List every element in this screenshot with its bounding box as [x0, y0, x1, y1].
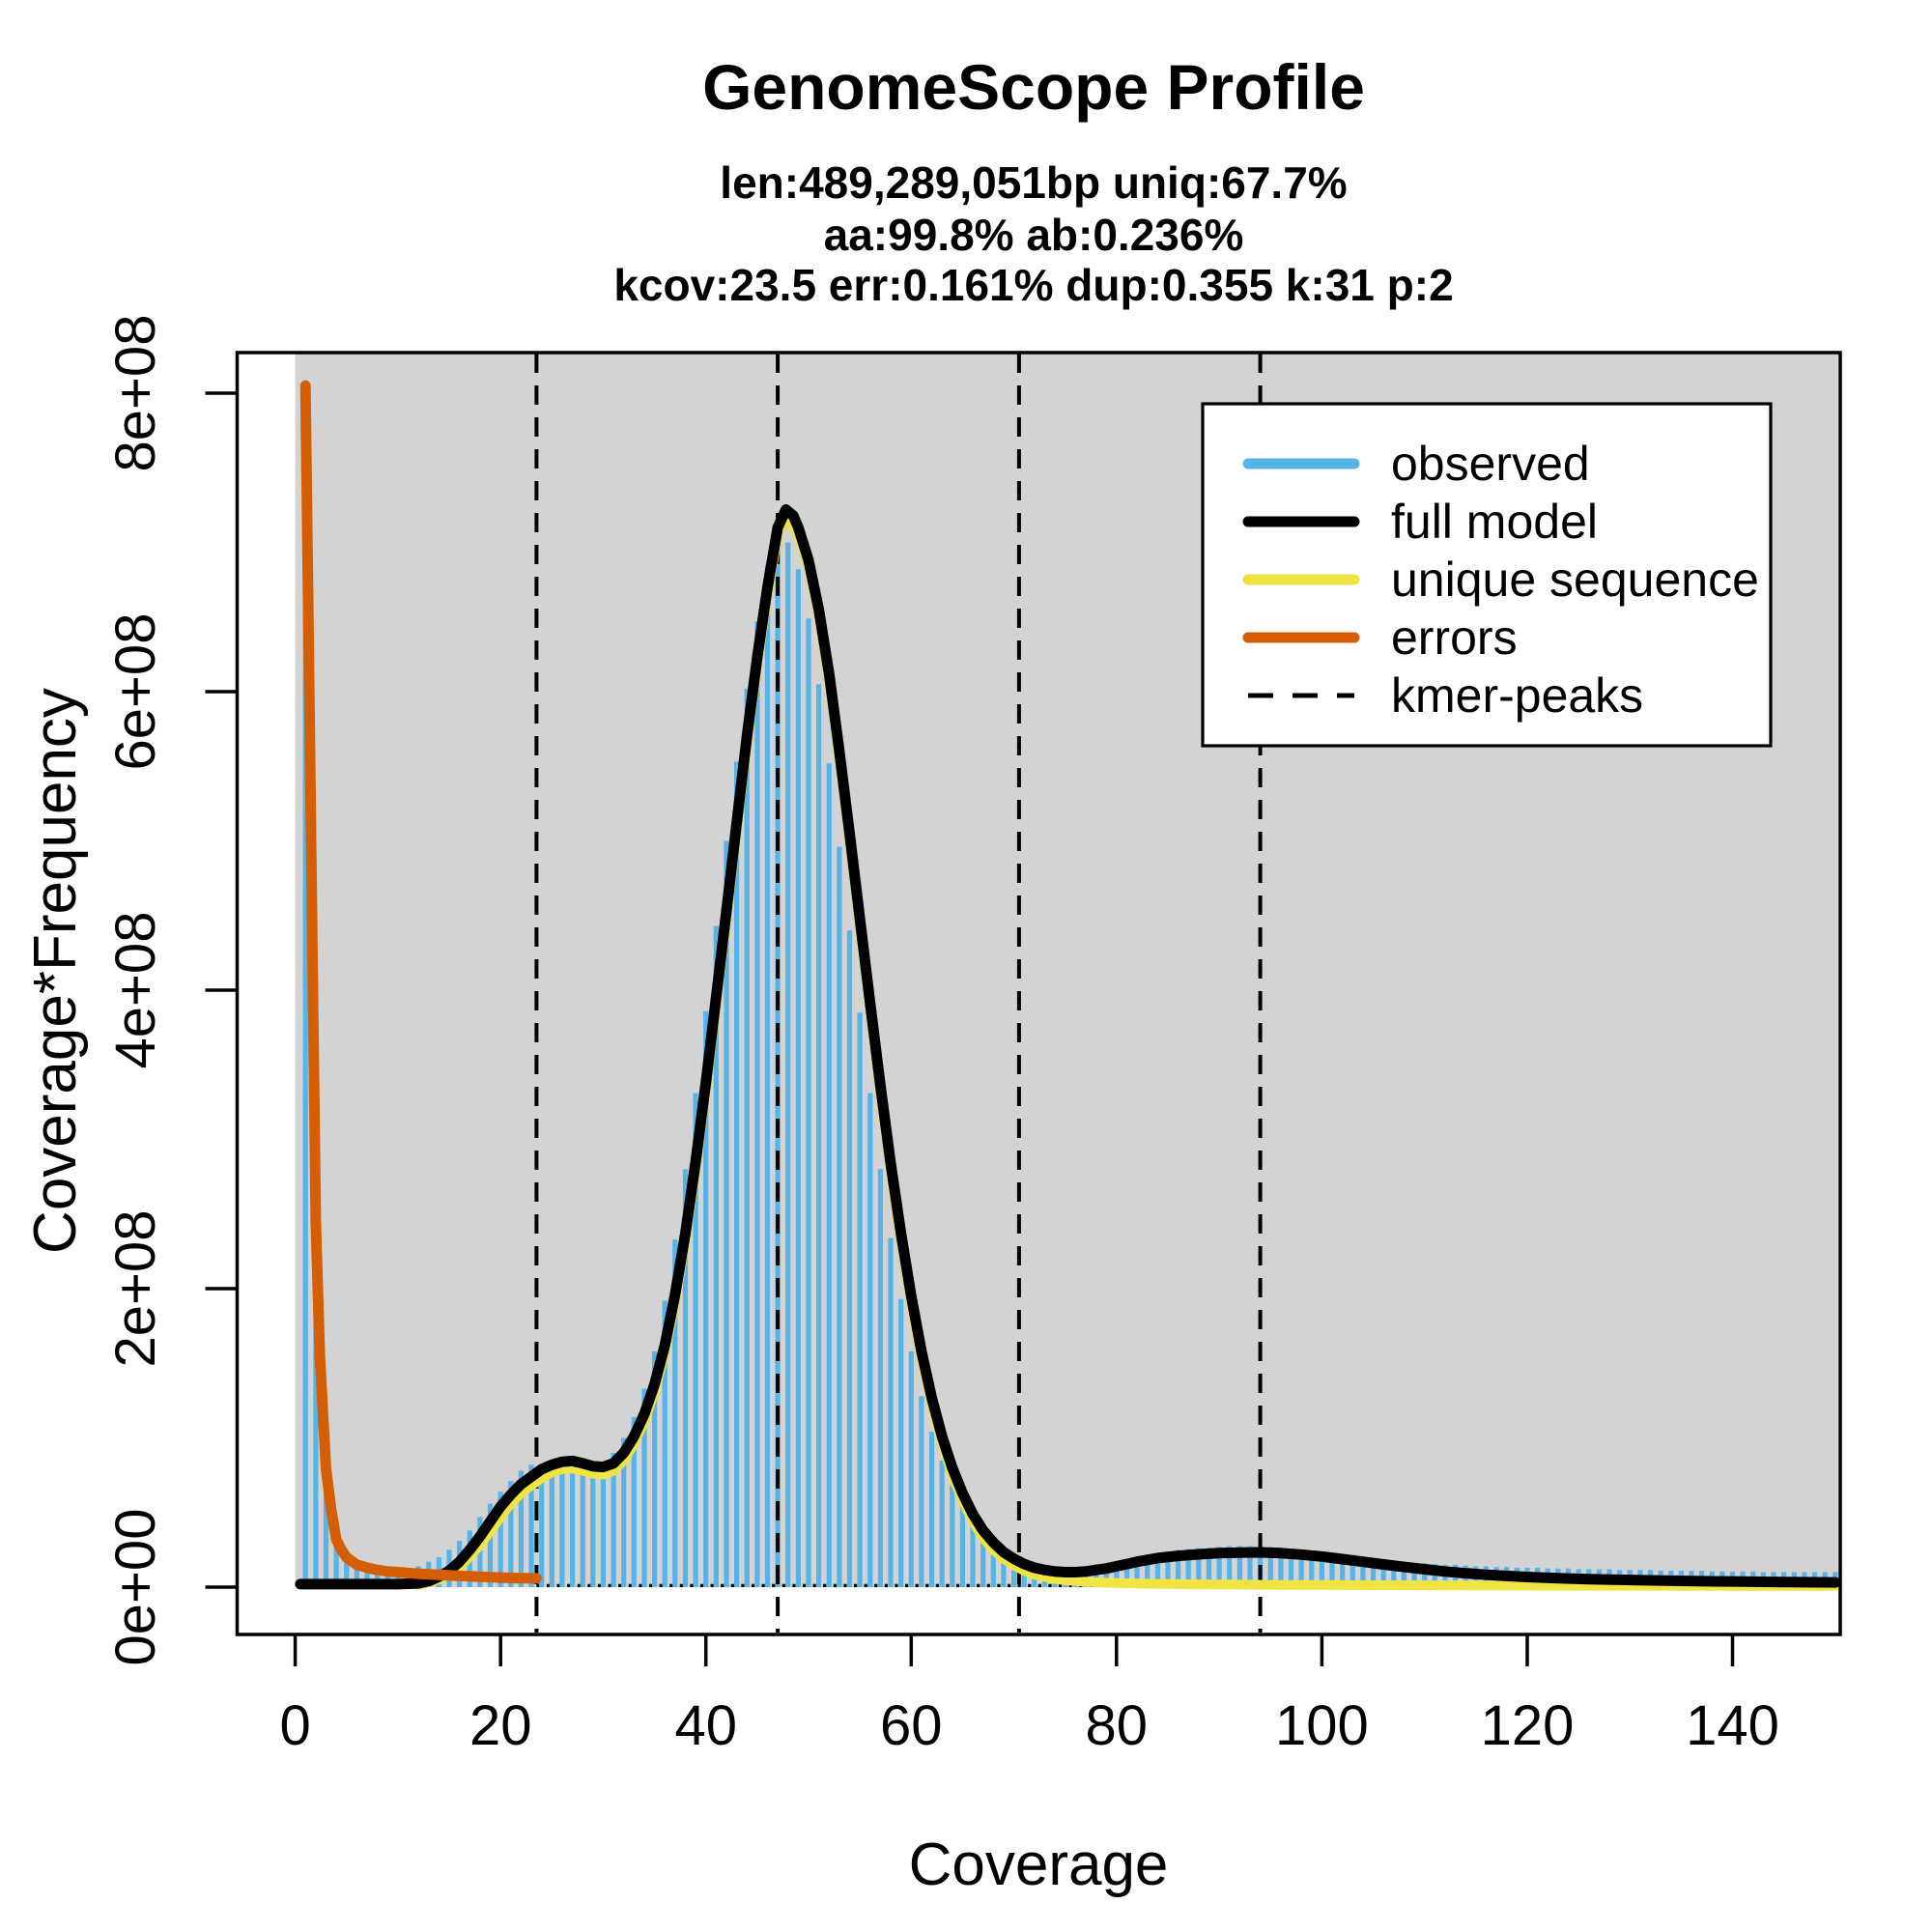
x-axis-label: Coverage — [908, 1832, 1169, 1898]
y-tick-label: 2e+08 — [104, 1210, 167, 1368]
legend-label: full model — [1391, 495, 1598, 549]
plot-border — [235, 351, 1842, 1636]
subtitle-line-3: kcov:23.5 err:0.161% dup:0.355 k:31 p:2 — [613, 260, 1454, 310]
x-tick-label: 60 — [880, 1694, 943, 1757]
y-tick-label: 0e+00 — [104, 1509, 167, 1666]
x-tick-label: 100 — [1275, 1694, 1369, 1757]
y-tick-label: 8e+08 — [104, 315, 167, 472]
x-tick-label: 140 — [1686, 1694, 1779, 1757]
subtitle-line-2: aa:99.8% ab:0.236% — [823, 210, 1244, 260]
legend-label: observed — [1391, 437, 1590, 491]
x-tick-label: 80 — [1086, 1694, 1149, 1757]
full-model-curve — [295, 504, 1841, 1590]
x-tick-label: 40 — [674, 1694, 737, 1757]
x-tick-label: 120 — [1481, 1694, 1575, 1757]
x-tick-label: 20 — [469, 1694, 532, 1757]
y-axis-label: Coverage*Frequency — [22, 688, 89, 1254]
chart-title: GenomeScope Profile — [702, 51, 1365, 123]
x-tick-label: 0 — [279, 1694, 310, 1757]
legend-label: unique sequence — [1391, 553, 1759, 607]
errors-curve — [299, 380, 542, 1584]
legend-label: errors — [1391, 611, 1518, 665]
legend-label: kmer-peaks — [1391, 668, 1643, 723]
subtitle-line-1: len:489,289,051bp uniq:67.7% — [720, 157, 1348, 208]
y-tick-label: 4e+08 — [104, 912, 167, 1069]
y-tick-label: 6e+08 — [104, 613, 167, 771]
